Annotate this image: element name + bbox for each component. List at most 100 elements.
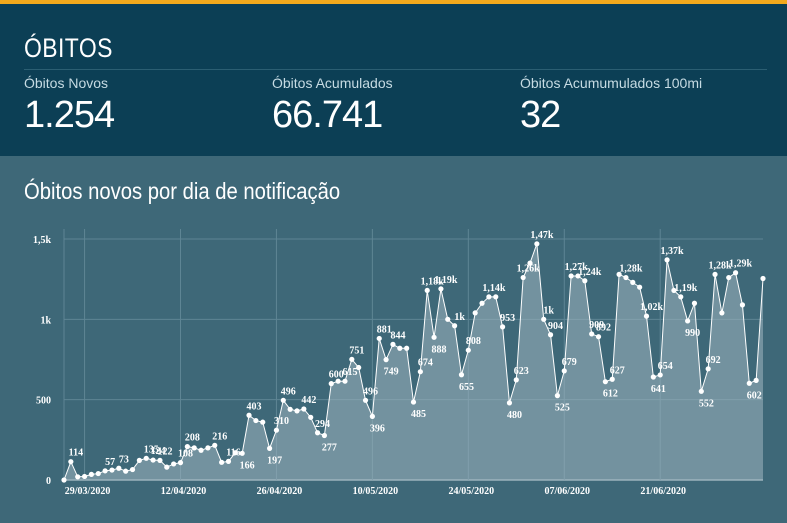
data-point: [657, 372, 663, 378]
stat-obitos-novos: Óbitos Novos 1.254: [24, 75, 115, 137]
data-label: 892: [596, 323, 611, 334]
data-label: 654: [658, 361, 673, 372]
data-label: 749: [384, 367, 399, 378]
data-point: [589, 331, 595, 337]
data-point: [88, 471, 95, 477]
data-label: 496: [363, 386, 378, 397]
data-point: [390, 341, 396, 347]
data-point: [301, 406, 307, 412]
accent-bar: [0, 0, 787, 4]
x-tick-label: 29/03/2020: [65, 486, 111, 497]
data-point: [219, 459, 225, 465]
data-point: [527, 260, 533, 266]
data-point: [260, 419, 266, 425]
data-label: 73: [119, 454, 129, 465]
data-label: 525: [555, 403, 570, 414]
data-label: 403: [247, 401, 262, 412]
y-tick-label: 1k: [40, 315, 51, 326]
data-label: 600: [329, 370, 344, 381]
data-label: 808: [466, 336, 481, 347]
data-label: 277: [322, 442, 337, 453]
data-point: [314, 430, 321, 436]
data-label: 909: [589, 320, 604, 331]
y-tick-label: 1,5k: [33, 235, 52, 246]
data-point: [671, 287, 677, 294]
data-point: [479, 300, 485, 306]
data-label: 612: [603, 389, 618, 400]
stat-obitos-100mi: Óbitos Acumumulados 100mi 32: [520, 75, 702, 137]
data-point: [404, 345, 410, 351]
data-label: 1k: [454, 312, 465, 323]
data-point: [253, 417, 259, 424]
data-point: [465, 347, 471, 353]
data-point: [383, 357, 389, 363]
data-label: 442: [301, 395, 316, 406]
data-label: 888: [432, 344, 447, 355]
data-label: 679: [562, 357, 577, 368]
data-point: [212, 442, 218, 448]
data-point: [171, 461, 177, 467]
data-point: [294, 408, 300, 414]
deaths-area-chart[interactable]: 0 500 1k 1,5k 29/03/2020 12/04/2020 26/04/2020…: [0, 156, 787, 523]
data-label: 623: [514, 366, 529, 377]
data-label: 294: [315, 419, 330, 430]
data-label: 1,28k: [619, 264, 643, 275]
data-point: [369, 413, 375, 419]
data-label: 1,24k: [578, 267, 602, 278]
data-point: [623, 274, 629, 281]
data-point: [362, 397, 369, 403]
data-label: 1,47k: [530, 230, 554, 241]
data-point: [225, 458, 232, 464]
data-label: 655: [459, 382, 474, 393]
data-point: [410, 399, 417, 405]
data-label: 1,18k: [421, 276, 445, 287]
x-tick-label: 12/04/2020: [161, 486, 207, 497]
data-point: [191, 445, 197, 451]
data-point: [342, 378, 348, 384]
data-point: [602, 379, 608, 385]
data-point: [95, 470, 101, 477]
data-point: [150, 457, 156, 463]
data-point: [541, 316, 547, 322]
data-point: [109, 467, 115, 473]
data-point: [493, 294, 499, 300]
stat-label: Óbitos Acumumulados 100mi: [520, 75, 703, 91]
data-point: [452, 323, 458, 329]
chart-panel: Óbitos novos por dia de notificação 0 500…: [0, 156, 787, 523]
data-label: 904: [548, 321, 563, 332]
data-point: [417, 369, 423, 375]
data-point: [177, 460, 184, 466]
data-point: [616, 271, 622, 277]
data-label: 602: [747, 390, 762, 401]
data-point: [760, 275, 766, 282]
data-point: [164, 464, 170, 470]
stat-value: 66.741: [272, 94, 383, 136]
data-label: 1,37k: [661, 246, 685, 257]
data-point: [184, 443, 190, 450]
stat-value: 1.254: [24, 94, 115, 136]
chart-title: Óbitos novos por dia de notificação: [24, 178, 341, 204]
data-label: 1,29k: [729, 259, 753, 270]
data-point: [739, 302, 746, 308]
data-label: 552: [699, 398, 714, 409]
data-label: 116: [226, 447, 240, 458]
data-label: 881: [377, 324, 392, 335]
x-tick-label: 26/04/2020: [257, 486, 303, 497]
data-label: 197: [267, 455, 282, 466]
data-point: [643, 313, 650, 319]
data-point: [691, 300, 698, 306]
data-label: 1,14k: [482, 283, 506, 294]
data-point: [746, 380, 752, 386]
data-point: [637, 284, 643, 290]
data-point: [445, 316, 451, 322]
x-tick-label: 21/06/2020: [640, 486, 686, 497]
data-point: [376, 335, 382, 342]
data-label: 480: [507, 410, 522, 421]
data-point: [308, 414, 314, 420]
data-label: 844: [390, 330, 405, 341]
data-point: [68, 459, 74, 465]
data-label: 496: [281, 386, 296, 397]
data-label: 396: [370, 423, 385, 434]
stat-obitos-acumulados: Óbitos Acumulados 66.741: [272, 75, 393, 137]
data-point: [547, 332, 554, 338]
